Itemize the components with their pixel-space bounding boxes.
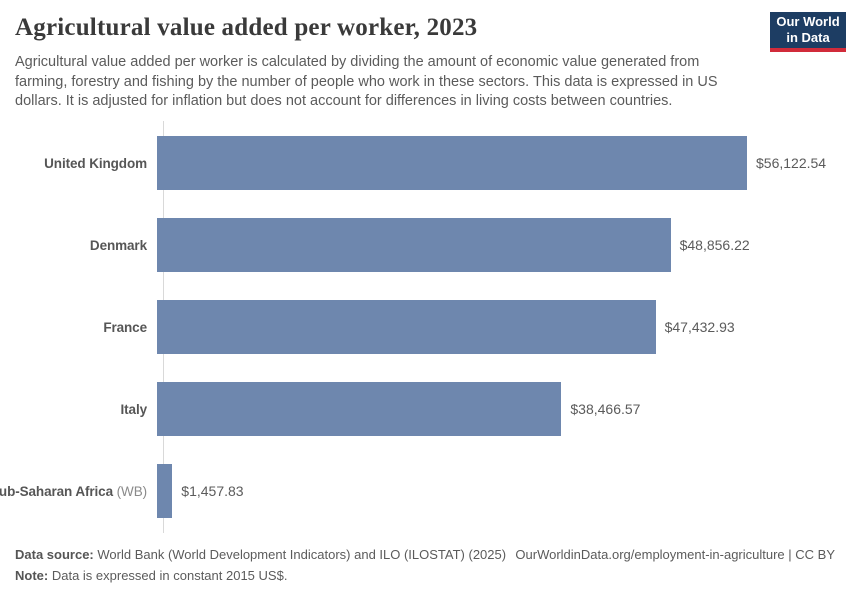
entity-name: Denmark [89, 237, 147, 253]
chart-footer: Data source: World Bank (World Developme… [15, 547, 835, 584]
value-bar [157, 136, 747, 190]
owid-url-link[interactable]: OurWorldinData.org/employment-in-agricul… [515, 547, 835, 562]
value-label: $38,466.57 [570, 401, 641, 417]
owid-logo-line1: Our World [776, 14, 840, 29]
entity-name: Italy [120, 401, 147, 417]
bar-chart: United Kingdom $56,122.54 Denmark $48,856.2… [0, 122, 850, 532]
note-value: Data is expressed in constant 2015 US$. [51, 568, 288, 583]
value-label: $1,457.83 [181, 483, 244, 499]
entity-label: Italy [0, 402, 155, 417]
bar-row: United Kingdom $56,122.54 [0, 122, 850, 204]
entity-name: United Kingdom [44, 155, 147, 171]
bar-plot-area: $56,122.54 [155, 136, 850, 190]
entity-name: France [103, 319, 147, 335]
bar-row: Sub-Saharan Africa (WB) $1,457.83 [0, 450, 850, 532]
bar-plot-area: $38,466.57 [155, 382, 850, 436]
bar-row: Italy $38,466.57 [0, 368, 850, 450]
page-title: Agricultural value added per worker, 202… [15, 14, 478, 41]
footer-source-line: Data source: World Bank (World Developme… [15, 547, 835, 563]
value-bar [157, 382, 562, 436]
bar-row: France $47,432.93 [0, 286, 850, 368]
data-source-text: Data source: World Bank (World Developme… [15, 547, 506, 563]
value-bar [157, 300, 656, 354]
entity-name: Sub-Saharan Africa [0, 483, 113, 499]
entity-label: Sub-Saharan Africa (WB) [0, 484, 155, 499]
value-label: $48,856.22 [679, 237, 750, 253]
footer-note-line: Note: Data is expressed in constant 2015… [15, 568, 835, 584]
entity-label: United Kingdom [0, 156, 155, 171]
bar-plot-area: $48,856.22 [155, 218, 850, 272]
chart-subtitle: Agricultural value added per worker is c… [15, 54, 718, 109]
bar-plot-area: $1,457.83 [155, 464, 850, 518]
owid-logo-line2: in Data [786, 30, 830, 45]
data-source-value: World Bank (World Development Indicators… [97, 547, 507, 562]
value-label: $47,432.93 [664, 319, 735, 335]
bar-row: Denmark $48,856.22 [0, 204, 850, 286]
data-source-label: Data source: [15, 547, 94, 562]
bar-plot-area: $47,432.93 [155, 300, 850, 354]
value-bar [157, 218, 671, 272]
owid-logo[interactable]: Our World in Data [770, 12, 846, 52]
value-label: $56,122.54 [756, 155, 827, 171]
note-label: Note: [15, 568, 49, 583]
entity-label: Denmark [0, 238, 155, 253]
entity-suffix: (WB) [113, 483, 147, 499]
value-bar [157, 464, 173, 518]
entity-label: France [0, 320, 155, 335]
